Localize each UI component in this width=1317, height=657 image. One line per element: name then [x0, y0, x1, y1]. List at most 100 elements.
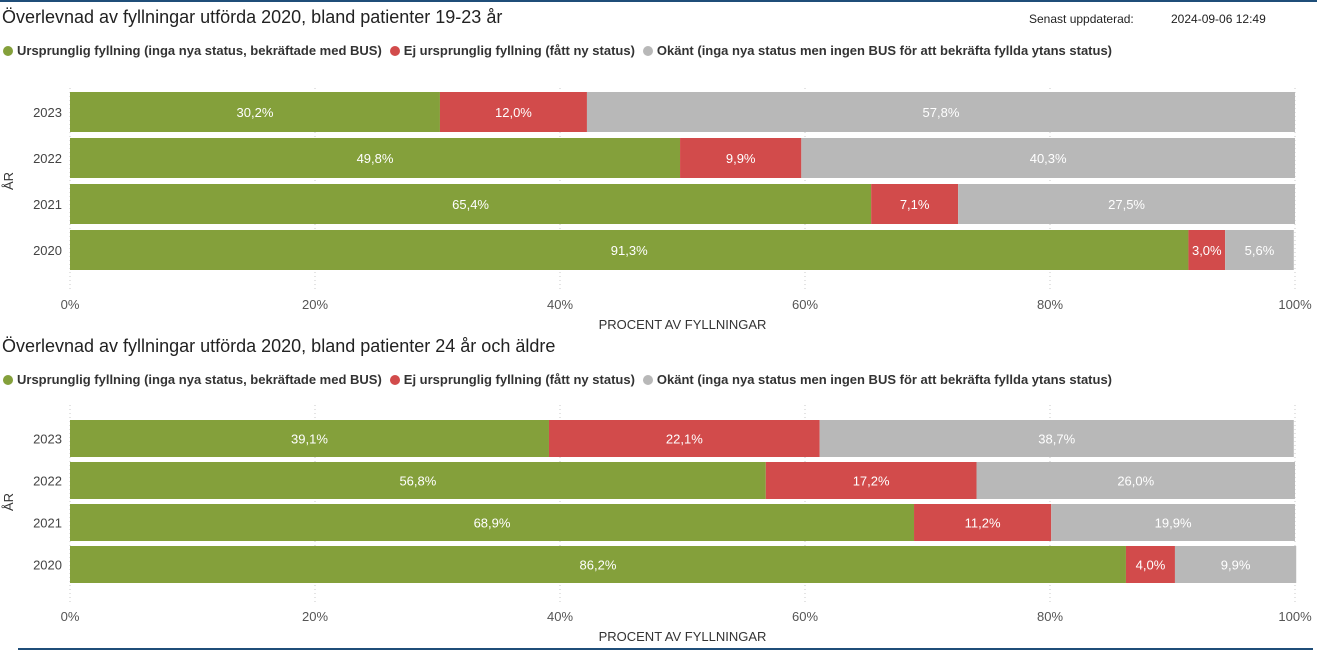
x-tick-label: 60% — [792, 297, 818, 312]
x-tick-label: 20% — [302, 297, 328, 312]
x-tick-label: 80% — [1037, 609, 1063, 624]
data-label: 40,3% — [1030, 151, 1067, 166]
x-axis-title: PROCENT AV FYLLNINGAR — [599, 317, 767, 332]
x-tick-label: 40% — [547, 297, 573, 312]
bar-segment[interactable] — [1174, 546, 1297, 583]
data-label: 22,1% — [666, 432, 703, 447]
data-label: 4,0% — [1136, 558, 1166, 573]
data-label: 38,7% — [1038, 432, 1075, 447]
bar-segment[interactable] — [1125, 546, 1175, 583]
bottom-rule — [18, 648, 1313, 650]
bar-segment[interactable] — [70, 138, 681, 178]
legend-label: Okänt (inga nya status men ingen BUS för… — [656, 372, 1113, 387]
updated-value: 2024-09-06 12:49 — [1171, 12, 1266, 26]
bar-segment[interactable] — [1225, 230, 1294, 270]
legend-dot-icon — [642, 374, 653, 385]
data-label: 39,1% — [291, 432, 328, 447]
legend-1: Ursprunglig fyllning (inga nya status, b… — [3, 43, 1120, 58]
x-tick-label: 80% — [1037, 297, 1063, 312]
data-label: 12,0% — [495, 105, 532, 120]
bar-segment[interactable] — [1051, 504, 1295, 541]
data-label: 91,3% — [611, 243, 648, 258]
data-label: 9,9% — [726, 151, 756, 166]
x-tick-label: 100% — [1278, 297, 1312, 312]
x-axis-title: PROCENT AV FYLLNINGAR — [599, 629, 767, 644]
legend-item-new-status[interactable]: Ej ursprunglig fyllning (fått ny status) — [389, 372, 635, 387]
category-label: 2020 — [33, 243, 62, 258]
bar-segment[interactable] — [1188, 230, 1226, 270]
x-tick-label: 100% — [1278, 609, 1312, 624]
category-label: 2021 — [33, 197, 62, 212]
bar-segment[interactable] — [439, 92, 587, 132]
chart-1-plot: 30,2% 12,0% 57,8% 2023 49,8% 9,9% 40,3% 2022 65,… — [1, 88, 1312, 332]
category-label: 2021 — [33, 516, 62, 531]
legend-label: Ursprunglig fyllning (inga nya status, b… — [17, 43, 382, 58]
legend-item-new-status[interactable]: Ej ursprunglig fyllning (fått ny status) — [389, 43, 635, 58]
legend-item-original[interactable]: Ursprunglig fyllning (inga nya status, b… — [3, 372, 382, 387]
data-label: 19,9% — [1155, 516, 1192, 531]
category-label: 2023 — [33, 432, 62, 447]
legend-label: Ej ursprunglig fyllning (fått ny status) — [403, 372, 635, 387]
bar-segment[interactable] — [70, 546, 1126, 583]
data-label: 68,9% — [474, 516, 511, 531]
data-label: 57,8% — [923, 105, 960, 120]
bar-segment[interactable] — [70, 504, 915, 541]
y-axis-title: ÅR — [1, 172, 16, 190]
legend-dot-icon — [389, 45, 400, 56]
x-tick-label: 20% — [302, 609, 328, 624]
legend-item-unknown[interactable]: Okänt (inga nya status men ingen BUS för… — [642, 372, 1113, 387]
legend-dot-icon — [642, 45, 653, 56]
y-axis-title: ÅR — [1, 493, 16, 511]
chart-2-plot: 39,1% 22,1% 38,7% 2023 56,8% 17,2% 26,0% 2022 68… — [1, 405, 1312, 644]
data-label: 9,9% — [1221, 558, 1251, 573]
data-label: 3,0% — [1192, 243, 1222, 258]
chart-title-2: Överlevnad av fyllningar utförda 2020, b… — [2, 336, 556, 356]
legend-2: Ursprunglig fyllning (inga nya status, b… — [3, 372, 1120, 387]
bar-segment[interactable] — [914, 504, 1052, 541]
data-label: 11,2% — [965, 516, 1001, 531]
bar-segment[interactable] — [765, 462, 977, 499]
category-label: 2020 — [33, 558, 62, 573]
legend-item-original[interactable]: Ursprunglig fyllning (inga nya status, b… — [3, 43, 382, 58]
bar-segment[interactable] — [976, 462, 1296, 499]
data-label: 17,2% — [853, 474, 890, 489]
legend-label: Ursprunglig fyllning (inga nya status, b… — [17, 372, 382, 387]
bar-segment[interactable] — [70, 184, 872, 224]
bar-segment[interactable] — [70, 92, 440, 132]
bar-segment[interactable] — [70, 462, 766, 499]
x-tick-label: 0% — [61, 297, 80, 312]
data-label: 56,8% — [399, 474, 436, 489]
data-label: 49,8% — [357, 151, 394, 166]
bar-segment[interactable] — [871, 184, 959, 224]
data-label: 26,0% — [1117, 474, 1154, 489]
data-label: 86,2% — [580, 558, 617, 573]
legend-dot-icon — [389, 374, 400, 385]
data-label: 65,4% — [452, 197, 489, 212]
legend-dot-icon — [3, 374, 13, 385]
category-label: 2023 — [33, 105, 62, 120]
bar-segment[interactable] — [819, 420, 1294, 457]
data-label: 7,1% — [900, 197, 930, 212]
data-label: 27,5% — [1108, 197, 1145, 212]
bar-segment[interactable] — [801, 138, 1295, 178]
bar-segment[interactable] — [548, 420, 820, 457]
updated-label: Senast uppdaterad: — [1029, 12, 1134, 26]
bar-segment[interactable] — [70, 420, 549, 457]
bar-segment[interactable] — [958, 184, 1295, 224]
x-tick-label: 40% — [547, 609, 573, 624]
bar-segment[interactable] — [586, 92, 1295, 132]
legend-label: Ej ursprunglig fyllning (fått ny status) — [403, 43, 635, 58]
chart-title-1: Överlevnad av fyllningar utförda 2020, b… — [2, 7, 503, 27]
bar-segment[interactable] — [680, 138, 802, 178]
legend-label: Okänt (inga nya status men ingen BUS för… — [656, 43, 1113, 58]
category-label: 2022 — [33, 474, 62, 489]
category-label: 2022 — [33, 151, 62, 166]
data-label: 5,6% — [1245, 243, 1275, 258]
x-tick-label: 60% — [792, 609, 818, 624]
legend-dot-icon — [3, 45, 13, 56]
data-label: 30,2% — [237, 105, 274, 120]
top-rule — [0, 0, 1317, 2]
legend-item-unknown[interactable]: Okänt (inga nya status men ingen BUS för… — [642, 43, 1113, 58]
x-tick-label: 0% — [61, 609, 80, 624]
bar-segment[interactable] — [70, 230, 1189, 270]
